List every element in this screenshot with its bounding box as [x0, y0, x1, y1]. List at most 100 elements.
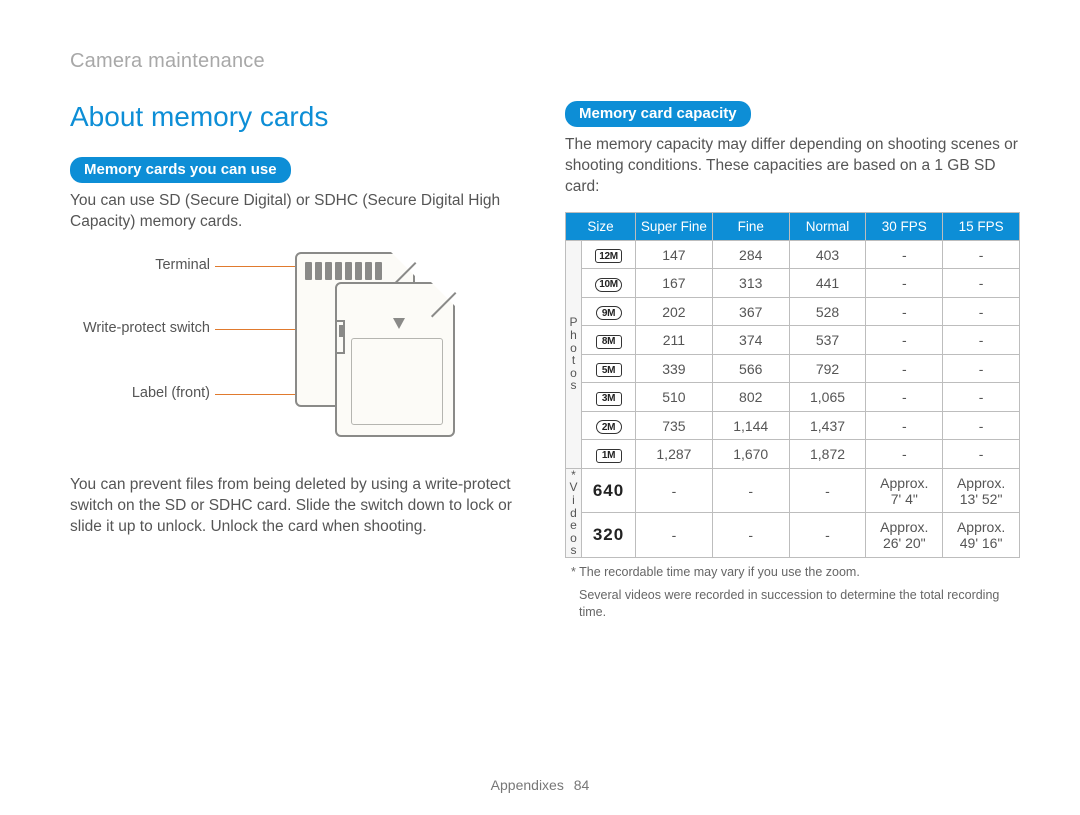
table-row: 2M7351,1441,437--	[566, 411, 1020, 440]
size-badge-icon: 3M	[596, 392, 622, 406]
table-cell: -	[866, 354, 943, 383]
table-cell: -	[866, 383, 943, 412]
table-cell: 1,287	[636, 440, 713, 469]
table-cell: -	[943, 297, 1020, 326]
table-cell: -	[636, 468, 713, 513]
table-cell: 211	[636, 326, 713, 355]
table-cell: -	[866, 297, 943, 326]
table-cell: -	[636, 513, 713, 558]
table-cell: -	[943, 383, 1020, 412]
card-label-area-icon	[351, 338, 443, 425]
table-cell: -	[943, 326, 1020, 355]
table-cell: 510	[636, 383, 713, 412]
th-normal: Normal	[789, 212, 866, 240]
table-cell: -	[866, 411, 943, 440]
footnote-succession: Several videos were recorded in successi…	[565, 587, 1020, 621]
table-row: 320---Approx.26' 20"Approx.49' 16"	[566, 513, 1020, 558]
table-cell: -	[866, 326, 943, 355]
table-row: Photos12M147284403--	[566, 240, 1020, 269]
th-15fps: 15 FPS	[943, 212, 1020, 240]
breadcrumb: Camera maintenance	[70, 50, 1020, 73]
table-cell: -	[866, 240, 943, 269]
page-title: About memory cards	[70, 101, 525, 133]
table-cell: 792	[789, 354, 866, 383]
usable-cards-text: You can use SD (Secure Digital) or SDHC …	[70, 191, 525, 233]
capacity-intro-text: The memory capacity may differ depending…	[565, 135, 1020, 198]
table-cell: 566	[712, 354, 789, 383]
sd-card-front-icon	[335, 282, 455, 437]
table-cell: 537	[789, 326, 866, 355]
table-row: 10M167313441--	[566, 269, 1020, 298]
table-cell: 284	[712, 240, 789, 269]
table-cell: 1,872	[789, 440, 866, 469]
footer-page-number: 84	[574, 777, 590, 793]
table-cell: 374	[712, 326, 789, 355]
footnote-zoom: * The recordable time may vary if you us…	[565, 564, 1020, 581]
size-badge-icon: 1M	[596, 449, 622, 463]
diagram-label-front: Label (front)	[70, 385, 210, 401]
table-cell: -	[712, 513, 789, 558]
table-cell: -	[943, 240, 1020, 269]
row-group-photos: Photos	[566, 240, 582, 468]
table-row: *Videos640---Approx.7' 4"Approx.13' 52"	[566, 468, 1020, 513]
table-header-row: Size Super Fine Fine Normal 30 FPS 15 FP…	[566, 212, 1020, 240]
table-row: 9M202367528--	[566, 297, 1020, 326]
table-cell: 441	[789, 269, 866, 298]
table-row: 8M211374537--	[566, 326, 1020, 355]
table-cell: 167	[636, 269, 713, 298]
table-cell: 147	[636, 240, 713, 269]
arrow-down-icon	[393, 318, 405, 329]
table-cell: Approx.49' 16"	[943, 513, 1020, 558]
size-badge-icon: 10M	[595, 278, 622, 292]
table-cell: -	[866, 269, 943, 298]
table-cell: 313	[712, 269, 789, 298]
table-cell: -	[789, 513, 866, 558]
table-row: 5M339566792--	[566, 354, 1020, 383]
footer-section: Appendixes	[491, 777, 564, 793]
table-cell: -	[943, 440, 1020, 469]
table-cell: 1,144	[712, 411, 789, 440]
table-cell: 367	[712, 297, 789, 326]
table-cell: 1,670	[712, 440, 789, 469]
section-pill-usable-cards: Memory cards you can use	[70, 157, 291, 183]
video-size-label: 640	[593, 481, 624, 500]
sd-card-diagram: Terminal Write-protect switch Label (fro…	[70, 247, 525, 457]
section-pill-capacity: Memory card capacity	[565, 101, 751, 127]
th-size: Size	[566, 212, 636, 240]
size-badge-icon: 2M	[596, 420, 622, 434]
table-cell: 339	[636, 354, 713, 383]
table-cell: 528	[789, 297, 866, 326]
table-cell: 202	[636, 297, 713, 326]
table-cell: 802	[712, 383, 789, 412]
table-cell: -	[712, 468, 789, 513]
table-row: 1M1,2871,6701,872--	[566, 440, 1020, 469]
table-cell: -	[789, 468, 866, 513]
table-cell: 1,065	[789, 383, 866, 412]
th-30fps: 30 FPS	[866, 212, 943, 240]
table-cell: 735	[636, 411, 713, 440]
diagram-label-wps: Write-protect switch	[70, 320, 210, 336]
write-protect-switch-icon	[335, 320, 345, 354]
diagram-label-terminal: Terminal	[70, 257, 210, 273]
size-badge-icon: 12M	[595, 249, 622, 263]
page-footer: Appendixes 84	[0, 777, 1080, 793]
table-cell: 1,437	[789, 411, 866, 440]
table-cell: -	[943, 411, 1020, 440]
table-cell: -	[866, 440, 943, 469]
table-row: 3M5108021,065--	[566, 383, 1020, 412]
size-badge-icon: 9M	[596, 306, 622, 320]
table-cell: Approx.26' 20"	[866, 513, 943, 558]
table-cell: Approx.13' 52"	[943, 468, 1020, 513]
table-cell: Approx.7' 4"	[866, 468, 943, 513]
size-badge-icon: 8M	[596, 335, 622, 349]
th-superfine: Super Fine	[636, 212, 713, 240]
table-cell: -	[943, 269, 1020, 298]
row-group-videos: *Videos	[566, 468, 582, 557]
left-column: About memory cards Memory cards you can …	[70, 101, 525, 621]
write-protect-text: You can prevent files from being deleted…	[70, 475, 525, 538]
size-badge-icon: 5M	[596, 363, 622, 377]
table-cell: 403	[789, 240, 866, 269]
th-fine: Fine	[712, 212, 789, 240]
right-column: Memory card capacity The memory capacity…	[565, 101, 1020, 621]
table-cell: -	[943, 354, 1020, 383]
